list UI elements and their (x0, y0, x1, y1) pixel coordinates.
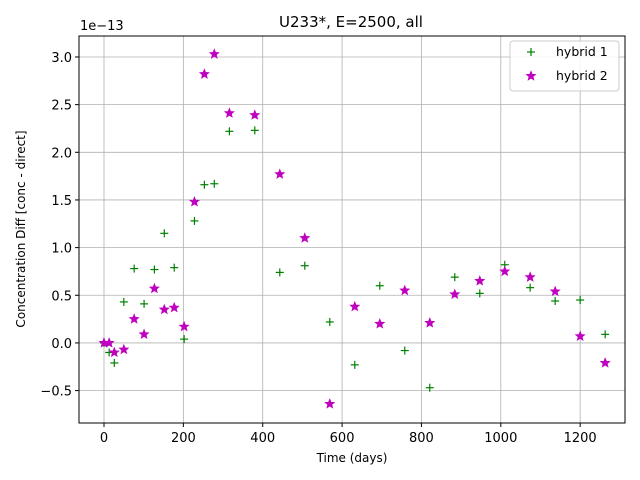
hybrid-1-point (170, 263, 179, 272)
x-tick-label: 1000 (484, 431, 517, 446)
y-tick-label: −0.5 (40, 385, 72, 400)
x-tick-label: 1200 (564, 431, 597, 446)
y-tick-label: 2.5 (51, 99, 72, 114)
hybrid-1-point (576, 296, 585, 305)
legend: hybrid 1 hybrid 2 (509, 40, 620, 92)
hybrid-1-point (130, 264, 139, 273)
hybrid-1-point (190, 216, 199, 225)
hybrid-1-point (225, 127, 234, 136)
hybrid-2-point (223, 107, 235, 118)
hybrid-2-point (138, 328, 150, 340)
hybrid-1-point (180, 335, 189, 344)
hybrid-2-point (399, 284, 411, 296)
hybrid-1-legend-glyph (527, 48, 535, 56)
hybrid-1-point (110, 358, 119, 367)
hybrid-2-point (118, 343, 130, 355)
hybrid-1-point (551, 296, 560, 305)
hybrid-1-point (275, 268, 284, 277)
hybrid-1-point (250, 126, 259, 135)
hybrid-2-point (574, 330, 586, 341)
hybrid-1-point (119, 297, 128, 306)
hybrid-1-point (350, 360, 359, 369)
x-axis-label: Time (days) (316, 451, 388, 465)
hybrid-1-point (526, 283, 535, 292)
x-tick-label: 200 (171, 431, 196, 446)
legend-label-hybrid-2: hybrid 2 (556, 68, 608, 83)
hybrid-2-point (474, 275, 486, 286)
hybrid-2-point (198, 68, 210, 79)
hybrid-2-point (299, 232, 311, 243)
hybrid-2-point (208, 48, 220, 59)
hybrid-2-point (249, 109, 261, 120)
legend-marker-hybrid-2 (525, 70, 537, 81)
hybrid-2-point (128, 313, 140, 324)
x-tick-label: 600 (330, 431, 355, 446)
hybrid-2-point (178, 320, 190, 332)
y-tick-label: 3.0 (51, 51, 72, 66)
hybrid-2-point (168, 301, 180, 313)
y-axis-label: Concentration Diff [conc - direct] (14, 130, 28, 327)
plot-frame (78, 35, 626, 424)
hybrid-2-point (599, 357, 611, 368)
y-tick-label: 1.5 (51, 194, 72, 209)
hybrid-2-point (188, 196, 200, 207)
hybrid-2-point (103, 337, 115, 348)
data-marks (98, 48, 611, 409)
hybrid-1-point (300, 261, 309, 270)
hybrid-1-point (475, 289, 484, 298)
hybrid-2-legend-glyph (525, 70, 537, 81)
hybrid-2-point (274, 168, 286, 179)
hybrid-1-point (140, 299, 149, 308)
y-tick-label: 2.0 (51, 146, 72, 161)
y-tick-label: 0.5 (51, 289, 72, 304)
hybrid-2-point (424, 317, 436, 328)
hybrid-2-point (374, 318, 386, 329)
axis-ticks: 0 200 400 600 800 1000 1200 −0.5 0.0 0.5 1.0 1.5 2.0… (40, 51, 596, 446)
hybrid-1-point (325, 317, 334, 326)
hybrid-1-point (601, 330, 610, 339)
hybrid-2-point (324, 398, 336, 409)
hybrid-1-point (375, 281, 384, 290)
hybrid-2-point (549, 285, 561, 297)
hybrid-1-point (425, 383, 434, 392)
y-tick-label: 0.0 (51, 337, 72, 352)
x-tick-label: 800 (409, 431, 434, 446)
hybrid-1-point (450, 273, 459, 282)
y-tick-label: 1.0 (51, 242, 72, 257)
y-offset-label: 1e−13 (80, 19, 124, 34)
legend-box (509, 40, 620, 92)
hybrid-2-point (148, 282, 160, 294)
chart-title: U233*, E=2500, all (279, 13, 423, 31)
hybrid-1-point (400, 346, 409, 355)
x-tick-label: 400 (250, 431, 275, 446)
legend-marker-hybrid-1 (527, 48, 535, 56)
hybrid-1-point (160, 229, 169, 238)
legend-label-hybrid-1: hybrid 1 (556, 44, 608, 59)
hybrid-1-point (150, 265, 159, 274)
hybrid-2-point (108, 346, 120, 358)
hybrid-2-point (158, 303, 170, 315)
hybrid-1-point (210, 179, 219, 188)
hybrid-1-point (200, 180, 209, 189)
hybrid-2-point (499, 265, 511, 277)
hybrid-2-point (524, 271, 536, 282)
x-tick-label: 0 (100, 431, 108, 446)
hybrid-2-point (449, 288, 461, 300)
hybrid-2-point (349, 300, 361, 312)
grid (79, 36, 625, 423)
